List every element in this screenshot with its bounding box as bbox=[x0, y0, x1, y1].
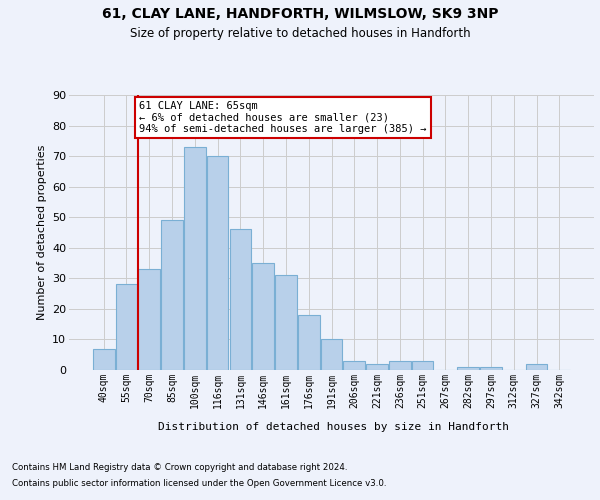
Bar bbox=[366, 364, 388, 370]
Bar bbox=[298, 315, 320, 370]
Text: Contains public sector information licensed under the Open Government Licence v3: Contains public sector information licen… bbox=[12, 478, 386, 488]
Bar bbox=[230, 230, 251, 370]
Bar bbox=[184, 147, 206, 370]
Bar bbox=[139, 269, 160, 370]
Bar bbox=[320, 340, 343, 370]
Bar bbox=[343, 361, 365, 370]
Text: Contains HM Land Registry data © Crown copyright and database right 2024.: Contains HM Land Registry data © Crown c… bbox=[12, 464, 347, 472]
Text: Distribution of detached houses by size in Handforth: Distribution of detached houses by size … bbox=[158, 422, 509, 432]
Bar bbox=[116, 284, 137, 370]
Bar bbox=[93, 348, 115, 370]
Bar bbox=[412, 361, 433, 370]
Bar bbox=[253, 263, 274, 370]
Bar bbox=[207, 156, 229, 370]
Text: 61, CLAY LANE, HANDFORTH, WILMSLOW, SK9 3NP: 61, CLAY LANE, HANDFORTH, WILMSLOW, SK9 … bbox=[102, 8, 498, 22]
Text: Size of property relative to detached houses in Handforth: Size of property relative to detached ho… bbox=[130, 28, 470, 40]
Bar bbox=[457, 367, 479, 370]
Bar bbox=[526, 364, 547, 370]
Bar bbox=[480, 367, 502, 370]
Bar bbox=[275, 276, 297, 370]
Y-axis label: Number of detached properties: Number of detached properties bbox=[37, 145, 47, 320]
Bar bbox=[389, 361, 410, 370]
Bar bbox=[161, 220, 183, 370]
Text: 61 CLAY LANE: 65sqm
← 6% of detached houses are smaller (23)
94% of semi-detache: 61 CLAY LANE: 65sqm ← 6% of detached hou… bbox=[139, 101, 427, 134]
